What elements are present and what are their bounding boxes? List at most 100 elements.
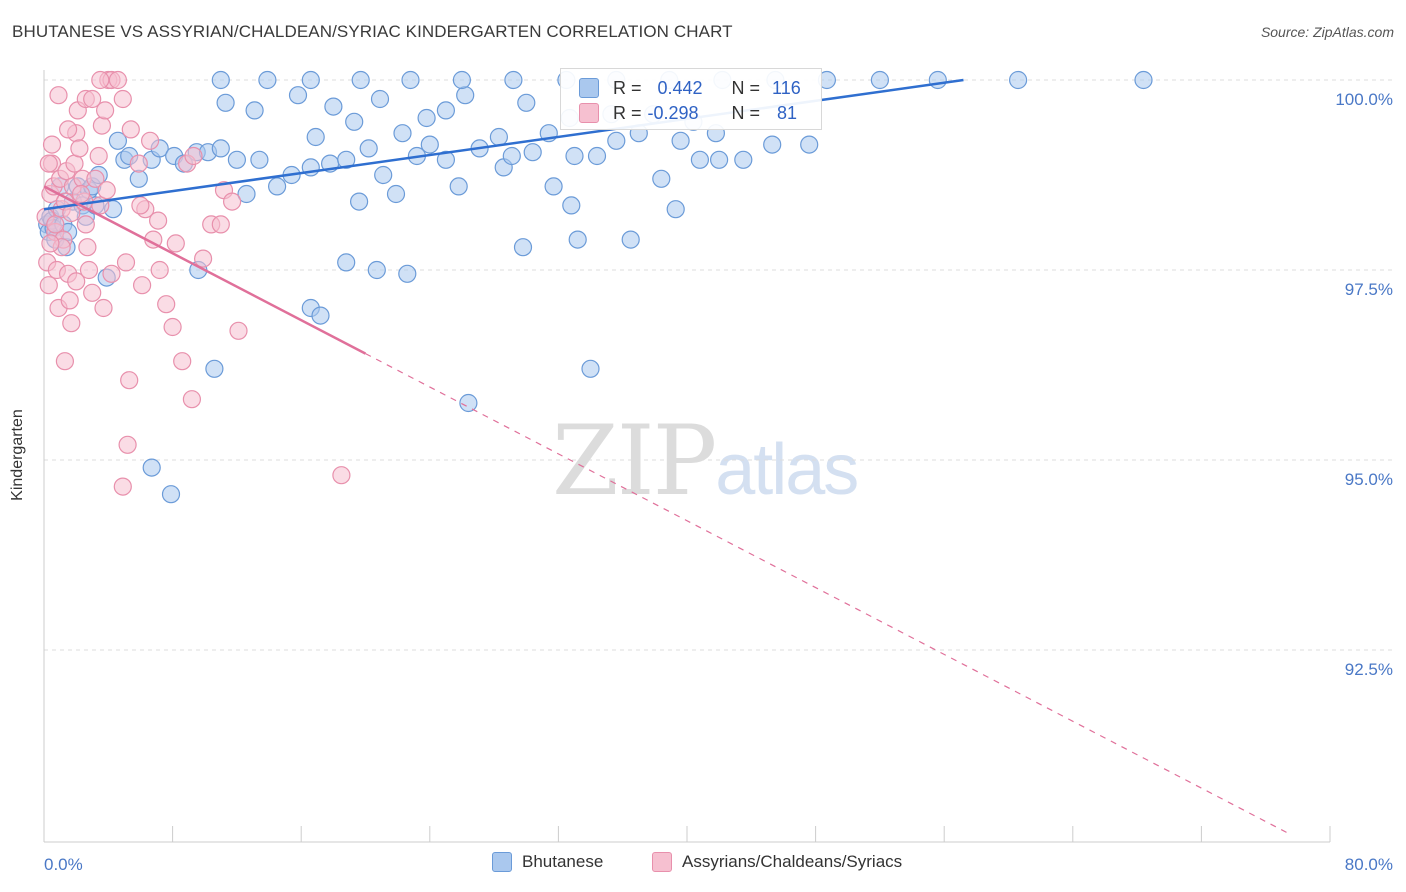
assyrian-point [70,139,89,158]
assyrian-point [42,135,62,154]
assyrian-point [157,295,176,314]
bhutanese-point [129,169,148,188]
bhutanese-point [621,230,640,249]
assyrian-point [46,215,65,234]
chart-title: BHUTANESE VS ASSYRIAN/CHALDEAN/SYRIAC KI… [12,22,733,41]
assyrian-point [39,154,58,173]
bhutanese-point [398,264,417,283]
assyrian-point [89,146,108,166]
stats-r-label: R = [613,77,642,98]
assyrian-point [166,234,185,253]
legend-label-assyrians: Assyrians/Chaldeans/Syriacs [682,852,903,871]
bhutanese-point [452,70,471,90]
bhutanese-point [211,139,230,158]
bhutanese-point [870,70,890,90]
bhutanese-point [420,135,439,154]
bhutanese-legend-swatch [492,852,512,872]
stats-n-label: N = [731,102,761,123]
bhutanese-point [386,184,406,204]
y-tick-label: 92.5% [1345,660,1393,679]
stats-row-bhutanese: R = 0.442 N = 116 [579,76,801,100]
stats-r-value: -0.298 [647,102,699,123]
assyrian-point [120,371,139,390]
bhutanese-point [666,200,685,219]
bhutanese-point [709,150,729,169]
bhutanese-point [928,70,947,90]
bhutanese-point [245,101,264,120]
bhutanese-point [237,184,256,204]
bhutanese-point [523,143,542,162]
assyrian-point [95,101,115,120]
assyrian-point [131,196,150,215]
assyrian-point [149,211,168,230]
assyrian-point [129,154,148,173]
bhutanese-point [436,150,455,169]
assyrian-point [211,215,230,234]
assyrian-point [67,272,86,291]
bhutanese-point [258,70,277,90]
bottom-legend: Bhutanese Assyrians/Chaldeans/Syriacs [0,852,1406,878]
bhutanese-point [690,150,710,169]
assyrian-point [113,89,132,109]
bhutanese-point [268,177,287,196]
bhutanese-point [459,393,478,413]
assyrian-point [39,276,58,295]
assyrian-point [229,321,248,340]
assyrian-point [223,192,242,211]
assyrian-point [78,238,97,257]
assyrian-trend-line [43,185,367,355]
bhutanese-point [374,165,393,185]
y-tick-label: 97.5% [1345,280,1393,299]
assyrian-point [121,120,140,139]
stats-legend: R = 0.442 N = 116 R = -0.298 N = 81 [560,68,822,130]
bhutanese-point [401,70,420,90]
bhutanese-point [345,112,364,131]
bhutanese-point [337,253,356,272]
bhutanese-point [367,260,386,280]
bhutanese-point [544,177,563,196]
assyrian-point [71,184,91,204]
bhutanese-point [350,192,369,211]
bhutanese-point [211,70,230,90]
stats-n-value: 81 [772,102,798,123]
bhutanese-point [800,135,819,154]
watermark-zip: ZIP [552,405,717,517]
assyrian-point [97,181,116,200]
watermark: ZIPatlas [552,405,859,517]
legend-item-bhutanese[interactable]: Bhutanese [492,852,603,872]
x-tick-label: 0.0% [44,855,83,874]
bhutanese-point [607,131,626,150]
assyrian-point [58,120,78,139]
bhutanese-point [1008,70,1028,90]
assyrian-point [113,477,132,496]
bhutanese-point [306,127,325,147]
bhutanese-point [311,306,330,325]
bhutanese-point [216,93,235,112]
assyrian-point [102,264,121,283]
bhutanese-point [337,150,356,169]
assyrian-point [182,390,201,409]
legend-item-assyrians[interactable]: Assyrians/Chaldeans/Syriacs [652,852,902,872]
bhutanese-point [161,485,181,504]
assyrian-point [116,253,136,272]
assyrian-point [79,260,99,280]
bhutanese-point [370,89,390,109]
assyrian-point [62,314,81,333]
x-tick-label: 80.0% [1345,855,1393,874]
bhutanese-point [734,150,753,169]
assyrian-point [184,146,203,166]
assyrian-point [83,283,102,302]
assyrian-point [141,131,160,150]
assyrian-point [49,86,68,105]
assyrian-point [55,352,75,371]
bhutanese-point [489,127,508,147]
assyrians-legend-swatch [652,852,672,872]
bhutanese-point [449,177,468,196]
bhutanese-point [142,458,161,477]
bhutanese-trend-line [43,78,964,211]
bhutanese-point [288,86,308,105]
bhutanese-point [517,93,536,112]
assyrian-point [163,317,182,337]
bhutanese-point [671,131,690,150]
